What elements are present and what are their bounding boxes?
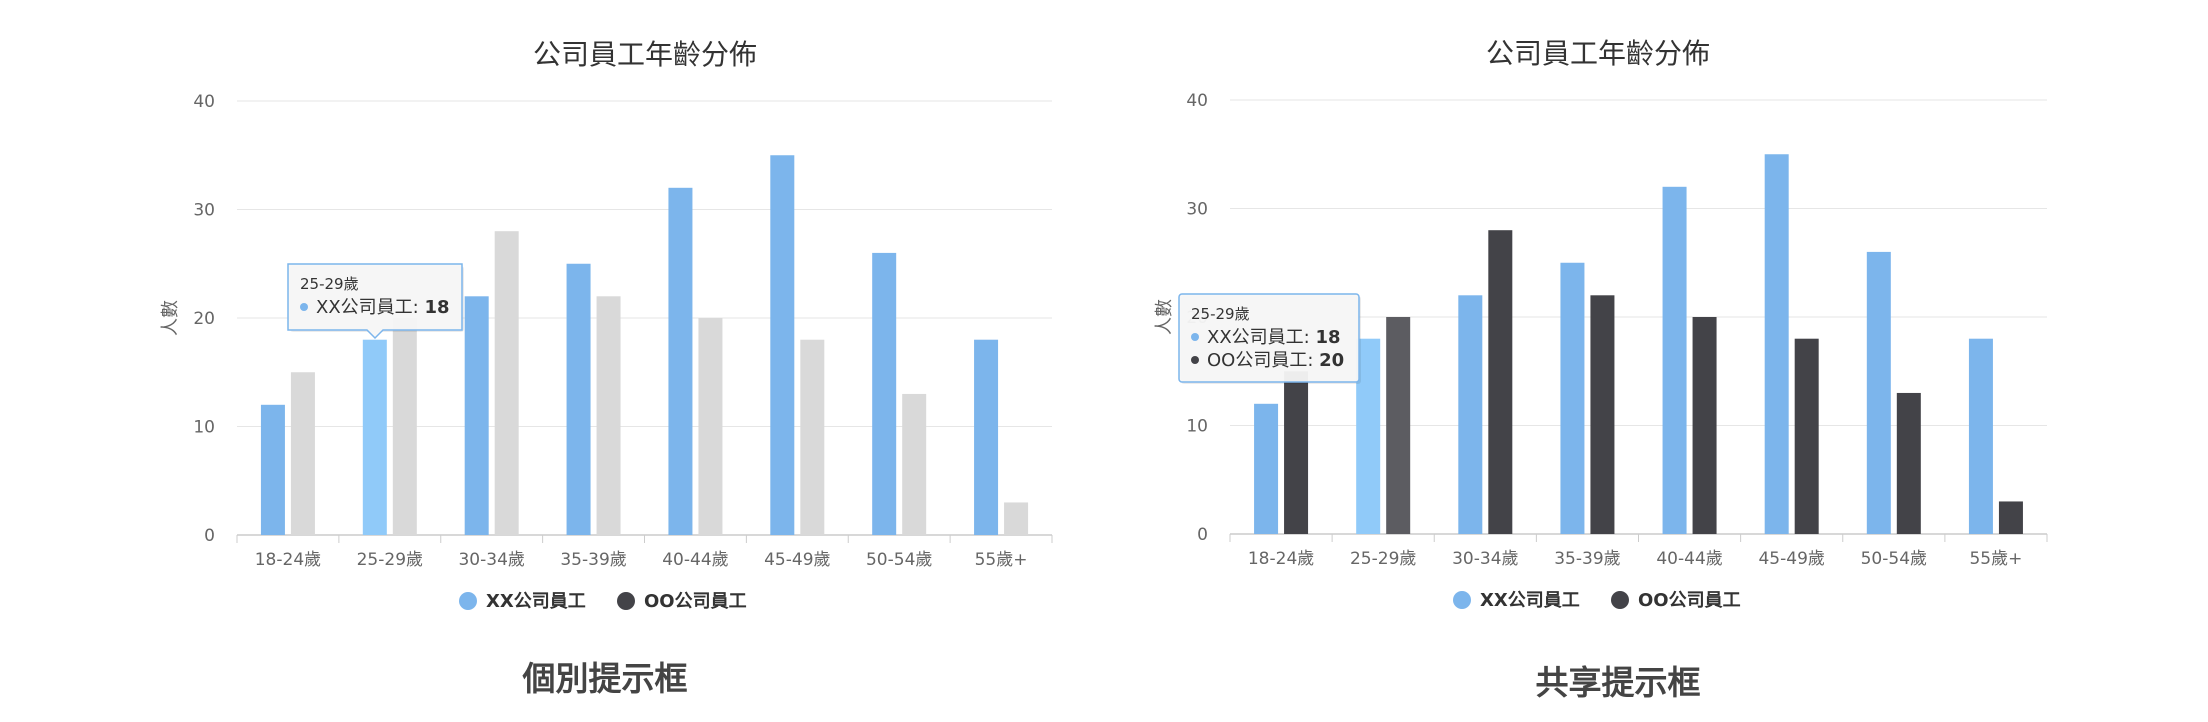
bar-xx-3 xyxy=(464,296,489,535)
bar-oo-2 xyxy=(392,318,417,535)
bar-xx-7 xyxy=(1866,251,1891,534)
bar-xx-7 xyxy=(872,252,897,535)
bar-oo-7 xyxy=(1896,392,1921,534)
y-axis-label: 人數 xyxy=(160,300,181,336)
bar-xx-3 xyxy=(1458,295,1483,534)
tooltip-dot xyxy=(1191,356,1199,364)
legend-marker-oo xyxy=(617,592,635,610)
tooltip-box xyxy=(1178,293,1360,383)
bar-xx-1 xyxy=(1254,403,1279,534)
y-tick-label: 20 xyxy=(193,309,215,329)
bar-oo-8 xyxy=(1998,501,2023,534)
bar-xx-5 xyxy=(1662,186,1687,535)
caption: 個別提示框 xyxy=(522,659,688,698)
tooltip-series-name: OO公司員工: 20 xyxy=(1207,350,1344,371)
legend-label-oo: OO公司員工 xyxy=(1638,590,1741,611)
legend-marker-xx xyxy=(1453,591,1471,609)
tooltip-value: 18 xyxy=(424,297,449,318)
bar-oo-4 xyxy=(1590,295,1615,534)
bar-oo-5 xyxy=(698,318,723,535)
y-tick-label: 40 xyxy=(193,92,215,112)
x-tick-label: 55歲+ xyxy=(1969,549,2022,569)
x-tick-label: 35-39歲 xyxy=(1554,549,1620,569)
x-tick-label: 40-44歲 xyxy=(1656,549,1722,569)
tooltip-dot xyxy=(300,303,308,311)
y-tick-label: 0 xyxy=(204,526,215,546)
x-tick-label: 35-39歲 xyxy=(560,550,626,570)
bar-xx-2 xyxy=(362,339,387,535)
tooltip-dot xyxy=(1191,333,1199,341)
bar-xx-6 xyxy=(770,155,795,535)
bar-xx-6 xyxy=(1764,154,1789,534)
y-tick-label: 0 xyxy=(1197,525,1208,545)
legend-marker-xx xyxy=(459,592,477,610)
bar-oo-7 xyxy=(902,393,927,535)
x-tick-label: 45-49歲 xyxy=(1758,549,1824,569)
chart-title: 公司員工年齡分佈 xyxy=(533,38,757,71)
x-tick-label: 25-29歲 xyxy=(1350,549,1416,569)
bar-xx-4 xyxy=(566,263,591,535)
x-tick-label: 30-34歲 xyxy=(458,550,524,570)
bar-xx-8 xyxy=(1968,338,1993,534)
y-tick-label: 30 xyxy=(1186,200,1208,220)
bar-oo-6 xyxy=(800,339,825,535)
bar-oo-1 xyxy=(290,372,315,535)
x-tick-label: 50-54歲 xyxy=(866,550,932,570)
y-tick-label: 40 xyxy=(1186,91,1208,111)
y-tick-label: 30 xyxy=(193,201,215,221)
tooltip-box xyxy=(287,263,463,340)
x-tick-label: 45-49歲 xyxy=(764,550,830,570)
bar-xx-2 xyxy=(1356,338,1381,534)
y-axis-label: 人數 xyxy=(1154,299,1175,335)
bar-xx-1 xyxy=(260,404,285,535)
bar-oo-8 xyxy=(1004,502,1029,535)
bar-oo-2 xyxy=(1386,317,1411,534)
chart-1: 公司員工年齡分佈 0 10 20 30 40 人數 18-24歲 25-29歲 30-34歲 35-… xyxy=(160,38,1053,698)
bar-oo-6 xyxy=(1794,338,1819,534)
tooltip-series-name: XX公司員工: 18 xyxy=(1207,327,1341,348)
x-tick-label: 25-29歲 xyxy=(357,550,423,570)
bar-xx-4 xyxy=(1560,262,1585,534)
bar-oo-1 xyxy=(1284,371,1309,534)
tooltip-value: 18 xyxy=(1315,327,1340,348)
x-tick-label: 40-44歲 xyxy=(662,550,728,570)
bar-oo-5 xyxy=(1692,317,1717,534)
tooltip-series-name: XX公司員工: 18 xyxy=(316,297,450,318)
bar-oo-3 xyxy=(1488,230,1513,534)
bar-oo-3 xyxy=(494,231,519,535)
caption: 共享提示框 xyxy=(1536,663,1701,702)
x-tick-label: 18-24歲 xyxy=(255,550,321,570)
tooltip-value: 20 xyxy=(1319,350,1344,371)
tooltip: 25-29歲 XX公司員工: 18 xyxy=(287,263,464,340)
legend-label-xx: XX公司員工 xyxy=(1480,590,1580,611)
x-tick-label: 18-24歲 xyxy=(1248,549,1314,569)
x-tick-label: 30-34歲 xyxy=(1452,549,1518,569)
bar-xx-8 xyxy=(974,339,999,535)
y-tick-label: 10 xyxy=(1186,417,1208,437)
legend-label-xx: XX公司員工 xyxy=(486,591,586,612)
bar-xx-5 xyxy=(668,187,693,536)
tooltip-header: 25-29歲 xyxy=(1191,305,1250,323)
chart-title: 公司員工年齡分佈 xyxy=(1486,37,1710,70)
x-tick-label: 55歲+ xyxy=(975,550,1028,570)
bar-oo-4 xyxy=(596,296,621,535)
legend-label-oo: OO公司員工 xyxy=(644,591,747,612)
tooltip-header: 25-29歲 xyxy=(300,275,359,293)
chart-2: 公司員工年齡分佈 0 10 20 30 40 人數 18-24歲 25-29歲 30-34歲 35-… xyxy=(1154,37,2048,702)
legend-marker-oo xyxy=(1611,591,1629,609)
y-tick-label: 10 xyxy=(193,418,215,438)
x-tick-label: 50-54歲 xyxy=(1861,549,1927,569)
